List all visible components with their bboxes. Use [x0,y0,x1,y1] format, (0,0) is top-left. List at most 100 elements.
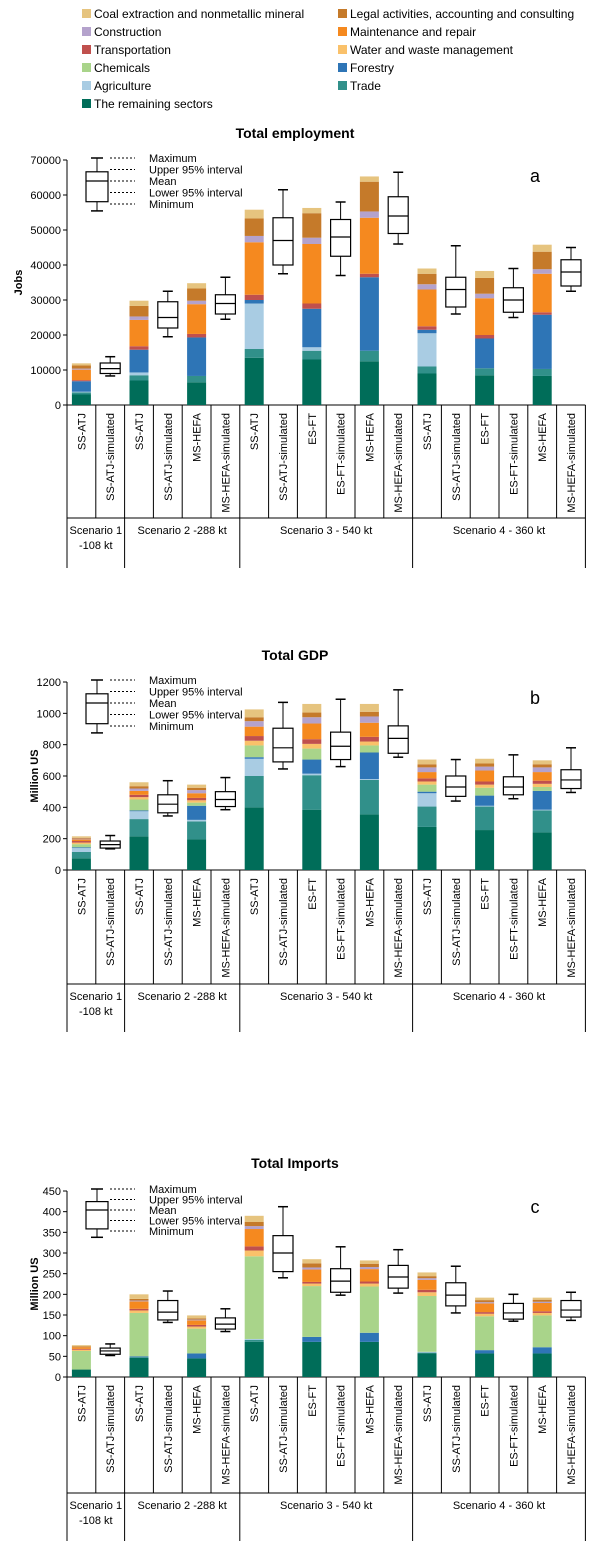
bar-segment [532,251,552,270]
bar-segment [244,294,264,300]
bar-segment [187,790,207,794]
bar-segment [71,363,91,366]
bar-segment [129,788,149,791]
box-legend-label: Maximum [149,1184,197,1196]
bar-segment [187,839,207,870]
bar-segment [187,1326,207,1329]
bar-segment [71,369,91,381]
bar-segment [359,350,379,362]
y-tick-label: 50000 [30,225,61,237]
x-tick-label: ES-FT-simulated [336,413,348,495]
box-body [157,301,179,329]
bar-segment [475,758,495,764]
legend-swatch [82,45,91,55]
y-axis-label: Jobs [13,270,25,296]
box-body [445,276,467,308]
bar-segment [417,1276,437,1279]
bar-segment [359,1267,379,1270]
x-tick-label: ES-FT-simulated [508,878,520,960]
x-tick-label: MS-HEFA-simulated [393,1385,405,1485]
x-tick-label: MS-HEFA-simulated [393,413,405,513]
x-tick-label: MS-HEFA [192,1384,204,1434]
bar-segment [359,779,379,780]
bar-segment [302,1259,322,1264]
bar-segment [359,741,379,746]
legend-label: Agriculture [94,79,152,93]
bar-segment [417,373,437,405]
box-body [272,217,294,266]
x-tick-label: SS-ATJ [134,1385,146,1422]
bar-segment [475,763,495,767]
bar-segment [302,759,322,774]
bar-segment [187,288,207,301]
bar-segment [129,799,149,811]
legend-swatch [82,63,91,73]
bar-segment [302,1336,322,1342]
bar-segment [244,349,264,358]
bar-segment [71,1348,91,1350]
y-tick-label: 30000 [30,295,61,307]
bar-segment [475,1302,495,1304]
bar-segment [475,795,495,806]
bar-segment [475,787,495,796]
bar-segment [71,1345,91,1347]
bar-segment [129,372,149,376]
bar-segment [129,1300,149,1302]
bar-segment [71,844,91,848]
bar-segment [71,380,91,382]
bar-segment [417,273,437,285]
bar-segment [71,368,91,370]
bar-segment [129,380,149,405]
bar-segment [475,375,495,405]
bar-segment [417,772,437,779]
bar-segment [302,723,322,740]
x-tick-label: ES-FT [480,413,492,445]
bar-segment [71,838,91,840]
box-body [560,259,582,287]
bar-segment [302,775,322,810]
bar-segment [187,304,207,334]
x-tick-label: SS-ATJ [76,878,88,915]
y-axis-label: Million US [29,749,41,802]
bar-segment [302,1267,322,1270]
legend-swatch [338,9,347,19]
chart-legend: Coal extraction and nonmetallic mineral … [82,6,587,112]
bar-segment [302,1283,322,1287]
bar-segment [302,244,322,304]
legend-item: Maintenance and repair [338,24,476,40]
box-body [445,1282,467,1307]
bar-segment [417,326,437,330]
bar-segment [71,842,91,845]
group-label: Scenario 1 [70,1500,123,1512]
bar-segment [129,797,149,800]
bar-segment [359,1341,379,1377]
bar-segment [244,357,264,405]
bar-segment [359,711,379,717]
bar-segment [129,1312,149,1357]
legend-swatch [338,27,347,37]
bar-segment [244,740,264,746]
box-body [387,725,409,754]
bar-segment [417,329,437,334]
bar-segment [244,303,264,349]
legend-item: Construction [82,24,161,40]
bar-segment [417,759,437,765]
bar-segment [475,1312,495,1314]
bar-segment [532,273,552,313]
bar-segment [187,337,207,376]
y-tick-label: 1200 [37,677,61,689]
x-tick-label: SS-ATJ [76,1385,88,1422]
legend-item: Agriculture [82,78,151,94]
bar-segment [302,1269,322,1282]
bar-segment [71,847,91,849]
group-label: Scenario 1 [70,991,123,1003]
bar-segment [244,721,264,727]
x-tick-label: ES-FT [307,878,319,910]
legend-item: The remaining sectors [82,96,213,112]
y-tick-label: 40000 [30,260,61,272]
bar-segment [302,1281,322,1284]
x-tick-label: SS-ATJ-simulated [163,1385,175,1473]
bar-segment [475,368,495,376]
bar-segment [359,1260,379,1264]
bar-segment [417,826,437,870]
